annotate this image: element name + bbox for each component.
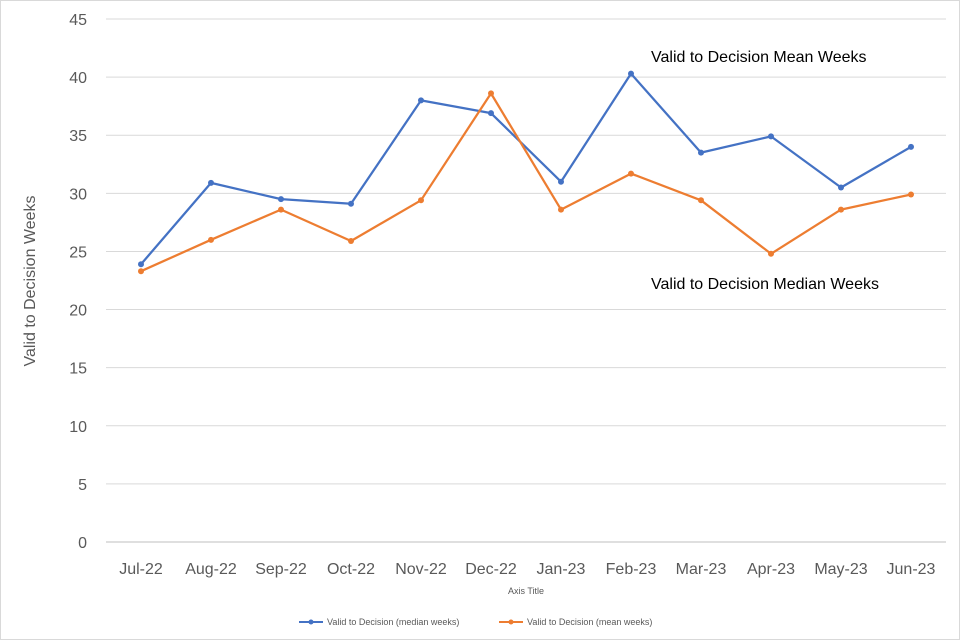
data-point-mean [278, 206, 284, 213]
data-point-mean [558, 206, 564, 213]
data-point-mean [138, 268, 144, 275]
x-axis-title: Axis Title [508, 586, 544, 596]
y-tick-label: 25 [69, 244, 87, 261]
y-tick-label: 0 [78, 535, 87, 552]
data-point-median [768, 133, 774, 140]
data-point-median [488, 110, 494, 117]
data-point-median [908, 143, 914, 150]
y-axis-label: Valid to Decision Weeks [22, 195, 39, 366]
data-point-median [558, 178, 564, 185]
data-point-mean [208, 236, 214, 243]
x-tick-label: Apr-23 [747, 561, 795, 578]
data-point-median [278, 196, 284, 203]
annotation-mean: Valid to Decision Mean Weeks [651, 49, 867, 66]
series-line-median [140, 72, 912, 265]
y-tick-label: 5 [78, 477, 87, 494]
y-tick-label: 20 [69, 303, 87, 320]
legend-item-mean: Valid to Decision (mean weeks) [499, 617, 652, 627]
series-lines [138, 70, 914, 275]
legend-marker-median [308, 619, 314, 625]
data-point-mean [628, 170, 634, 177]
x-tick-label: May-23 [814, 561, 867, 578]
x-tick-label: Jan-23 [537, 561, 586, 578]
legend-label-median: Valid to Decision (median weeks) [327, 617, 459, 627]
data-point-median [208, 179, 214, 186]
data-point-mean [348, 237, 354, 244]
legend-item-median: Valid to Decision (median weeks) [299, 617, 459, 627]
data-point-mean [768, 250, 774, 257]
data-point-median [348, 200, 354, 207]
data-point-mean [908, 191, 914, 198]
x-tick-label: Dec-22 [465, 561, 517, 578]
x-tick-label: Aug-22 [185, 561, 237, 578]
y-tick-label: 10 [69, 419, 87, 436]
legend-label-mean: Valid to Decision (mean weeks) [527, 617, 652, 627]
y-tick-label: 45 [69, 12, 87, 29]
x-tick-label: Feb-23 [606, 561, 657, 578]
x-tick-labels: Jul-22 Aug-22 Sep-22 Oct-22 Nov-22 Dec-22 Jan-… [119, 561, 935, 578]
y-tick-labels: 0 5 10 15 20 25 30 35 40 45 [69, 12, 87, 552]
x-tick-label: Jun-23 [887, 561, 936, 578]
series-line-mean [140, 92, 912, 273]
x-tick-label: Mar-23 [676, 561, 727, 578]
y-tick-label: 40 [69, 70, 87, 87]
x-tick-label: Oct-22 [327, 561, 375, 578]
y-tick-label: 15 [69, 361, 87, 378]
legend: Valid to Decision (median weeks) Valid t… [299, 617, 652, 627]
x-tick-label: Sep-22 [255, 561, 307, 578]
y-tick-label: 35 [69, 128, 87, 145]
data-point-median [838, 184, 844, 191]
data-point-mean [838, 206, 844, 213]
annotation-median: Valid to Decision Median Weeks [651, 276, 879, 293]
legend-marker-mean [508, 619, 514, 625]
x-tick-label: Nov-22 [395, 561, 447, 578]
data-point-mean [418, 197, 424, 204]
data-point-median [138, 261, 144, 268]
data-point-mean [698, 197, 704, 204]
x-tick-label: Jul-22 [119, 561, 163, 578]
y-tick-label: 30 [69, 186, 87, 203]
gridlines [106, 18, 946, 543]
data-point-median [418, 97, 424, 104]
data-point-median [628, 70, 634, 77]
data-point-mean [488, 90, 494, 97]
data-point-median [698, 149, 704, 156]
